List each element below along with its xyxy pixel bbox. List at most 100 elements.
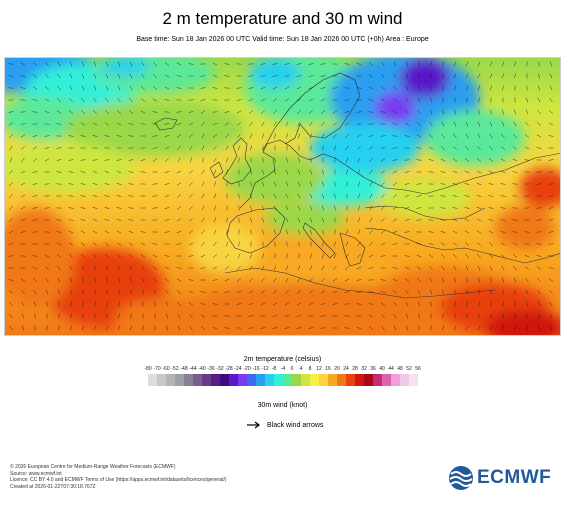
wind-arrow bbox=[548, 278, 554, 282]
wind-arrow bbox=[44, 266, 50, 270]
wind-arrow bbox=[93, 85, 97, 91]
wind-arrow bbox=[285, 169, 289, 175]
wind-arrow bbox=[536, 134, 542, 138]
wind-arrow bbox=[345, 145, 349, 151]
legend-tick-label: -12 bbox=[261, 366, 269, 372]
wind-arrow bbox=[189, 193, 193, 199]
wind-arrow bbox=[537, 109, 541, 115]
wind-arrow bbox=[404, 182, 410, 186]
wind-arrow bbox=[309, 265, 313, 271]
map-title: 2 m temperature and 30 m wind bbox=[162, 9, 403, 28]
wind-arrow bbox=[20, 218, 26, 222]
wind-arrow bbox=[248, 87, 254, 89]
wind-arrow bbox=[20, 194, 26, 198]
wind-arrow bbox=[297, 205, 301, 211]
wind-arrow bbox=[236, 87, 242, 89]
wind-arrow bbox=[513, 121, 517, 127]
wind-arrow bbox=[356, 134, 362, 138]
wind-arrow bbox=[248, 327, 254, 329]
wind-arrow bbox=[345, 241, 349, 247]
wind-arrow bbox=[309, 121, 313, 127]
wind-arrow bbox=[58, 289, 60, 295]
wind-arrow bbox=[164, 219, 170, 221]
wind-arrow bbox=[104, 207, 110, 209]
wind-arrow bbox=[8, 255, 14, 257]
wind-arrow bbox=[333, 265, 337, 271]
wind-arrow bbox=[92, 207, 98, 209]
credit-line: © 2026 European Centre for Medium-Range … bbox=[10, 464, 176, 470]
temperature-wind-map[interactable] bbox=[4, 57, 561, 336]
wind-arrow bbox=[549, 301, 553, 307]
legend-tick-label: 40 bbox=[379, 366, 385, 372]
wind-arrow bbox=[514, 289, 516, 295]
wind-arrow bbox=[68, 183, 74, 185]
wind-arrow bbox=[452, 195, 458, 197]
wind-arrow bbox=[332, 290, 338, 294]
wind-arrow bbox=[188, 242, 194, 246]
wind-arrow bbox=[392, 278, 398, 282]
wind-arrow bbox=[285, 121, 289, 127]
wind-arrow bbox=[392, 122, 398, 126]
wind-arrow bbox=[537, 301, 541, 307]
wind-arrow bbox=[82, 277, 84, 283]
wind-arrow bbox=[490, 121, 492, 127]
wind-arrow bbox=[358, 217, 360, 223]
wind-arrow bbox=[393, 98, 397, 102]
wind-arrow bbox=[8, 122, 14, 126]
wind-arrow bbox=[80, 218, 86, 222]
wind-arrow bbox=[442, 313, 444, 319]
wind-arrow bbox=[440, 207, 446, 209]
wind-arrow bbox=[32, 146, 38, 150]
wind-arrow bbox=[502, 313, 504, 319]
wind-arrow bbox=[106, 61, 108, 67]
wind-arrow bbox=[140, 158, 146, 162]
wind-arrow bbox=[356, 111, 362, 113]
wind-arrow bbox=[260, 290, 266, 294]
coastlines bbox=[154, 72, 560, 299]
wind-arrow bbox=[81, 85, 85, 91]
wind-arrow bbox=[356, 315, 362, 317]
wind-arrow bbox=[286, 265, 288, 271]
wind-arrow bbox=[320, 315, 326, 317]
wind-arrow bbox=[81, 253, 85, 259]
wind-arrow bbox=[237, 133, 241, 139]
wind-arrow bbox=[284, 86, 290, 90]
wind-arrow bbox=[212, 315, 218, 317]
wind-arrow bbox=[489, 133, 493, 139]
legend-tick-label: 24 bbox=[343, 366, 349, 372]
wind-arrow bbox=[298, 133, 300, 139]
wind-arrow bbox=[322, 229, 324, 235]
wind-arrow bbox=[152, 111, 158, 113]
wind-arrow bbox=[273, 193, 277, 199]
wind-arrow bbox=[416, 147, 422, 149]
credit-line: Source: www.ecmwf.int bbox=[10, 470, 62, 477]
wind-arrow bbox=[380, 170, 386, 174]
wind-arrow bbox=[250, 169, 252, 175]
legend-tick-label: -48 bbox=[180, 366, 188, 372]
wind-arrow bbox=[152, 183, 158, 185]
wind-arrow bbox=[478, 277, 480, 283]
wind-arrow bbox=[416, 134, 422, 138]
wind-arrow bbox=[272, 86, 278, 90]
wind-arrow bbox=[261, 205, 265, 211]
wind-arrow bbox=[200, 254, 206, 258]
wind-arrow bbox=[129, 254, 133, 258]
wind-arrow bbox=[20, 278, 26, 282]
wind-arrow bbox=[68, 230, 74, 234]
wind-arrow bbox=[250, 253, 252, 259]
wind-arrow bbox=[200, 291, 206, 293]
wind-arrow bbox=[92, 135, 98, 137]
wind-arrow bbox=[296, 327, 302, 329]
wind-arrow bbox=[214, 193, 216, 199]
wind-arrow bbox=[69, 97, 73, 103]
wind-arrow bbox=[369, 205, 373, 211]
wind-arrow bbox=[466, 301, 468, 307]
wind-arrow bbox=[152, 146, 158, 150]
wind-arrow bbox=[117, 253, 121, 259]
wind-arrow bbox=[141, 265, 145, 271]
wind-arrow bbox=[56, 231, 62, 233]
wind-arrow bbox=[322, 145, 324, 151]
wind-arrow bbox=[500, 219, 506, 221]
wind-arrow bbox=[416, 195, 422, 197]
wind-arrow bbox=[344, 111, 350, 113]
